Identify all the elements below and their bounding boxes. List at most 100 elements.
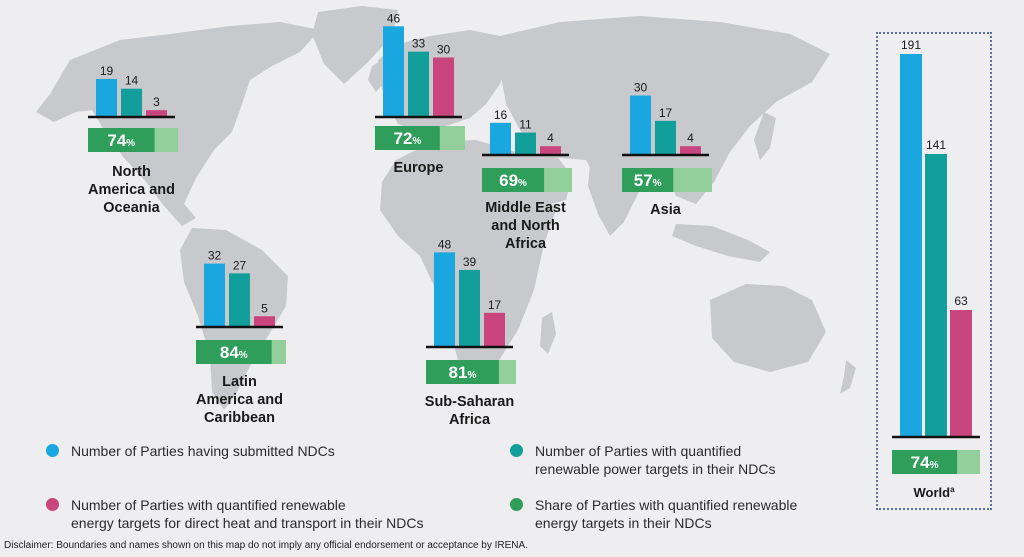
bar-value-mena-heat-transport: 4 — [547, 131, 554, 145]
bar-value-ssa-submitted: 48 — [438, 237, 452, 251]
share-value-asia: 57% — [634, 171, 662, 190]
bar-value-world-heat-transport: 63 — [954, 294, 968, 308]
map-uk — [368, 60, 386, 92]
share-bar-fill-na — [88, 128, 155, 152]
disclaimer: Disclaimer: Boundaries and names shown o… — [4, 540, 528, 551]
region-label-lac-line3: Caribbean — [204, 410, 275, 426]
map-asia — [500, 16, 830, 204]
bar-ssa-submitted — [434, 252, 455, 346]
legend-dot-heat-transport — [46, 498, 59, 511]
map-southeast-asia — [672, 224, 770, 262]
bar-lac-power — [229, 273, 250, 326]
share-bar-fill-eu — [375, 126, 440, 150]
map-madagascar — [540, 312, 556, 354]
share-bar-fill-ssa — [426, 360, 499, 384]
region-label-asia-line1: Asia — [650, 202, 682, 218]
region-label-na-line3: Oceania — [103, 200, 160, 216]
share-bar-fill-lac — [196, 340, 272, 364]
share-value-eu: 72% — [393, 129, 421, 148]
map-australia — [710, 284, 826, 372]
legend-text-share: Share of Parties with quantified renewab… — [535, 496, 797, 532]
map-greenland — [312, 6, 398, 84]
map-japan — [754, 112, 776, 160]
legend-dot-power — [510, 444, 523, 457]
share-value-ssa: 81% — [449, 363, 477, 382]
legend-text-heat-transport: Number of Parties with quantified renewa… — [71, 496, 424, 532]
share-value-world: 74% — [911, 453, 939, 472]
region-label-mena-line3: Africa — [505, 236, 547, 252]
legend-text-power: Number of Parties with quantified renewa… — [535, 442, 775, 478]
bar-world-submitted — [900, 54, 922, 436]
bar-value-lac-heat-transport: 5 — [261, 301, 268, 315]
bar-value-ssa-power: 39 — [463, 255, 477, 269]
legend-text-share-line1: Share of Parties with quantified renewab… — [535, 497, 798, 513]
legend-text-submitted: Number of Parties having submitted NDCs — [71, 443, 335, 459]
legend-text-power-line1: Number of Parties with quantified — [535, 443, 742, 459]
legend-text-power-line2: renewable power targets in their NDCs — [535, 461, 776, 477]
legend-item-share: Share of Parties with quantified renewab… — [510, 496, 850, 532]
bar-ssa-heat-transport — [484, 312, 505, 346]
bar-value-ssa-heat-transport: 17 — [488, 298, 502, 312]
share-bar-fill-asia — [622, 168, 674, 192]
legend-item-power: Number of Parties with quantified renewa… — [510, 442, 850, 478]
legend-item-submitted: Number of Parties having submitted NDCs — [46, 442, 466, 460]
world-panel — [876, 32, 992, 510]
legend-text-heat-line2: energy targets for direct heat and trans… — [71, 515, 424, 531]
legend-item-heat-transport: Number of Parties with quantified renewa… — [46, 496, 486, 532]
bar-value-world-power: 141 — [926, 138, 946, 152]
bar-value-asia-power: 17 — [659, 106, 673, 120]
bar-value-asia-heat-transport: 4 — [687, 131, 694, 145]
share-bar-fill-mena — [482, 168, 545, 192]
bar-eu-heat-transport — [433, 57, 454, 116]
share-value-mena: 69% — [499, 171, 527, 190]
bar-value-mena-power: 11 — [519, 118, 532, 132]
region-label-world: Worlda — [913, 485, 955, 500]
bar-mena-submitted — [490, 122, 511, 154]
share-value-na: 74% — [107, 131, 135, 150]
region-label-ssa-line1: Sub-Saharan — [425, 394, 514, 410]
region-label-eu-line1: Europe — [394, 160, 444, 176]
legend-dot-share — [510, 498, 523, 511]
region-label-mena-line1: Middle East — [485, 200, 566, 216]
map-new-zealand — [840, 360, 856, 394]
region-label-mena-line2: and North — [491, 218, 559, 234]
map-north-america — [36, 22, 320, 226]
bar-na-submitted — [96, 78, 117, 116]
bar-mena-heat-transport — [540, 146, 561, 154]
bar-value-eu-heat-transport: 30 — [437, 43, 451, 57]
bar-eu-submitted — [383, 26, 404, 116]
bar-value-asia-submitted: 30 — [634, 81, 648, 95]
legend-dot-submitted — [46, 444, 59, 457]
legend-text-share-line2: energy targets in their NDCs — [535, 515, 712, 531]
region-label-na-line2: America and — [88, 182, 175, 198]
bar-value-na-submitted: 19 — [100, 64, 114, 78]
bar-value-na-heat-transport: 3 — [153, 95, 160, 109]
share-value-lac: 84% — [220, 343, 248, 362]
map-africa — [380, 140, 556, 382]
bar-mena-power — [515, 132, 536, 154]
bar-value-lac-power: 27 — [233, 258, 247, 272]
region-label-lac-line1: Latin — [222, 374, 257, 390]
bar-world-power — [925, 154, 947, 436]
region-label-lac-line2: America and — [196, 392, 283, 408]
bar-asia-heat-transport — [680, 146, 701, 154]
bar-lac-submitted — [204, 263, 225, 326]
bar-world-heat-transport — [950, 310, 972, 436]
bar-asia-submitted — [630, 95, 651, 154]
region-label-na-line1: North — [112, 164, 151, 180]
bar-eu-power — [408, 51, 429, 116]
bar-value-mena-submitted: 16 — [494, 108, 508, 122]
bar-value-eu-power: 33 — [412, 37, 426, 51]
bar-ssa-power — [459, 269, 480, 346]
bar-lac-heat-transport — [254, 316, 275, 326]
bar-value-lac-submitted: 32 — [208, 249, 222, 263]
bar-value-na-power: 14 — [125, 74, 139, 88]
bar-value-eu-submitted: 46 — [387, 11, 401, 25]
bar-asia-power — [655, 120, 676, 154]
region-label-ssa-line2: Africa — [449, 412, 491, 428]
bar-na-power — [121, 88, 142, 116]
bar-na-heat-transport — [146, 110, 167, 116]
bar-value-world-submitted: 191 — [901, 38, 921, 52]
share-bar-fill-world — [892, 450, 958, 474]
